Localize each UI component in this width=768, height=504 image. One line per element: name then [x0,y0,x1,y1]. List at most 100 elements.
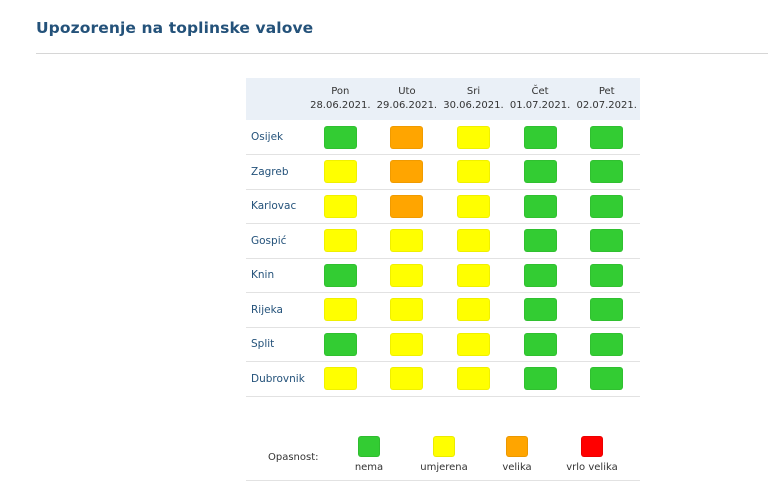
day-header: Pon 28.06.2021. [307,78,374,120]
warning-cell [373,120,441,155]
warning-cell [573,292,640,328]
warning-cell [440,120,507,155]
warning-cell [573,120,640,155]
warning-cell [573,258,640,293]
day-header: Pet 02.07.2021. [573,78,640,120]
warning-level-umjerena [390,332,424,356]
legend-item-velika: velika [477,436,557,473]
city-name[interactable]: Knin [246,258,307,293]
legend-item-vrlo-velika: vrlo velika [552,436,632,473]
city-name[interactable]: Gospić [246,223,307,259]
day-date: 01.07.2021. [509,100,571,111]
warning-cell [440,327,507,362]
legend-text: umjerena [420,462,468,473]
legend-swatch [358,436,380,457]
warning-level-nema [590,125,624,149]
warning-level-umjerena [323,194,357,218]
warning-cell [307,120,374,155]
warning-level-umjerena [456,229,490,253]
warning-level-umjerena [390,263,424,287]
warning-level-nema [590,332,624,356]
warning-cell [373,292,441,328]
warning-cell [440,223,507,259]
city-name[interactable]: Dubrovnik [246,361,307,397]
warning-level-nema [523,229,557,253]
day-name: Uto [398,86,416,97]
warning-cell [506,154,574,190]
day-header: Sri 30.06.2021. [440,78,507,120]
warning-cell [573,327,640,362]
warning-cell [506,120,574,155]
warning-level-umjerena [390,229,424,253]
table-row: Knin [246,258,640,293]
warning-level-nema [323,332,357,356]
legend-label: Opasnost: [268,452,319,463]
warning-level-umjerena [456,263,490,287]
warning-level-nema [523,298,557,322]
legend-text: vrlo velika [566,462,618,473]
warning-cell [373,189,441,224]
day-header: Uto 29.06.2021. [373,78,441,120]
table-row: Rijeka [246,292,640,328]
warning-level-velika [390,194,424,218]
warning-cell [440,361,507,397]
warning-cell [373,327,441,362]
warning-level-umjerena [323,298,357,322]
city-name[interactable]: Osijek [246,120,307,155]
danger-legend: Opasnost: nema umjerena velika vrlo velika [246,426,640,481]
table-row: Karlovac [246,189,640,224]
legend-text: nema [354,462,384,473]
legend-swatch [581,436,603,457]
warning-level-nema [323,263,357,287]
warning-level-umjerena [456,298,490,322]
warning-cell [373,361,441,397]
warning-level-velika [390,125,424,149]
legend-text: velika [502,462,532,473]
day-date: 02.07.2021. [576,100,637,111]
warning-level-nema [590,367,624,391]
warning-cell [506,327,574,362]
warning-level-nema [523,194,557,218]
warning-level-nema [590,160,624,184]
day-date: 29.06.2021. [376,100,438,111]
city-name[interactable]: Zagreb [246,154,307,190]
warning-level-nema [323,125,357,149]
warning-cell [440,154,507,190]
warning-cell [506,258,574,293]
warning-cell [307,292,374,328]
warning-cell [307,258,374,293]
city-name[interactable]: Rijeka [246,292,307,328]
warning-cell [506,189,574,224]
day-name: Sri [466,86,481,97]
warning-cell [373,258,441,293]
table-row: Dubrovnik [246,361,640,397]
warning-level-nema [523,263,557,287]
warning-level-umjerena [323,367,357,391]
warning-level-umjerena [390,367,424,391]
legend-swatch [433,436,455,457]
warning-cell [307,223,374,259]
warning-level-umjerena [456,160,490,184]
warning-cell [573,361,640,397]
table-row: Split [246,327,640,362]
warning-level-umjerena [390,298,424,322]
page-title: Upozorenje na toplinske valove [36,19,314,37]
warning-level-nema [590,298,624,322]
warning-level-nema [590,229,624,253]
warning-level-umjerena [456,194,490,218]
day-date: 30.06.2021. [443,100,504,111]
day-name: Pet [598,86,615,97]
warning-cell [307,361,374,397]
day-date: 28.06.2021. [310,100,371,111]
warning-cell [440,258,507,293]
warning-level-nema [523,160,557,184]
day-header: Čet 01.07.2021. [506,78,574,120]
warning-cell [573,154,640,190]
table-row: Osijek [246,120,640,155]
day-name: Pon [331,86,350,97]
title-divider [36,53,768,54]
warning-level-nema [523,332,557,356]
city-name[interactable]: Split [246,327,307,362]
warning-level-nema [523,125,557,149]
city-name[interactable]: Karlovac [246,189,307,224]
